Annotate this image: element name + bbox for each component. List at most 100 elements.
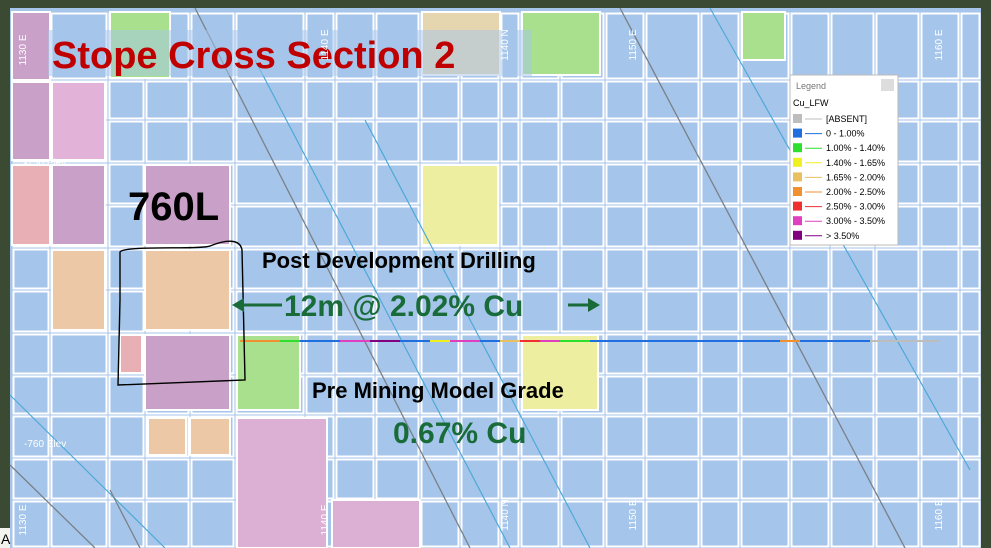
easting-label: 1150 E (628, 499, 639, 530)
block (190, 458, 235, 500)
easting-label: 1160 E (934, 499, 945, 530)
block (875, 500, 920, 548)
easting-label: 1140 E (320, 29, 331, 60)
block (335, 248, 375, 290)
block (740, 458, 790, 500)
block (560, 163, 605, 205)
block (700, 205, 740, 248)
block (50, 458, 108, 500)
block (700, 500, 740, 548)
grade-block (741, 11, 786, 61)
block (920, 415, 960, 458)
block (645, 415, 700, 458)
grade-block (236, 334, 301, 411)
block (460, 415, 500, 458)
grade-block (11, 11, 51, 81)
block (920, 205, 960, 248)
block (605, 80, 645, 120)
legend-label: > 3.50% (826, 231, 859, 241)
block (960, 333, 981, 375)
legend-swatch (793, 128, 802, 138)
legend-label: 1.65% - 2.00% (826, 172, 885, 182)
grade-block (11, 164, 51, 246)
block (108, 458, 145, 500)
block (605, 205, 645, 248)
level-label: 760L (128, 185, 219, 229)
block (108, 375, 145, 415)
block (50, 333, 108, 375)
block (790, 500, 830, 548)
block (145, 458, 190, 500)
northing-label: 1140 N (500, 29, 511, 61)
block (520, 80, 560, 120)
block (830, 500, 875, 548)
block (235, 290, 305, 333)
block (335, 415, 375, 458)
block (500, 120, 520, 163)
grade-block (144, 249, 231, 331)
block (50, 500, 108, 548)
block (830, 458, 875, 500)
block (960, 500, 981, 548)
block (645, 500, 700, 548)
block (740, 120, 790, 163)
block (520, 120, 560, 163)
grade-block (421, 164, 499, 246)
block (50, 375, 108, 415)
block (645, 163, 700, 205)
block (920, 248, 960, 290)
block (830, 375, 875, 415)
legend-swatch (793, 172, 802, 182)
block (920, 80, 960, 120)
grade-block (11, 81, 51, 161)
block (108, 500, 145, 548)
stope-outline (117, 240, 246, 386)
legend: Legend Cu_LFW [ABSENT] 0 - 1.00% 1.00% - 1… (789, 74, 899, 246)
block (375, 163, 420, 205)
block (920, 458, 960, 500)
legend-field: Cu_LFW (793, 98, 829, 108)
block-model (11, 11, 981, 548)
block (375, 248, 420, 290)
block (235, 80, 305, 120)
block (645, 205, 700, 248)
grade-block (331, 499, 421, 548)
block (740, 290, 790, 333)
block (875, 415, 920, 458)
block (920, 163, 960, 205)
block (145, 120, 190, 163)
block (520, 500, 560, 548)
block (145, 80, 190, 120)
block (460, 80, 500, 120)
grade-block (51, 249, 106, 331)
block (145, 500, 190, 548)
block (12, 500, 50, 548)
drilling-grade: 12m @ 2.02% Cu (284, 290, 523, 323)
block (420, 120, 460, 163)
block (920, 375, 960, 415)
block (875, 375, 920, 415)
block (420, 80, 460, 120)
block (560, 290, 605, 333)
block (305, 80, 335, 120)
grade-block (144, 164, 231, 246)
easting-label: 1130 E (18, 504, 29, 535)
block (740, 80, 790, 120)
easting-label: 1140 E (320, 504, 331, 535)
block (335, 458, 375, 500)
block (960, 120, 981, 163)
block (335, 375, 375, 415)
block (605, 415, 645, 458)
block (12, 248, 50, 290)
block (700, 120, 740, 163)
block (790, 415, 830, 458)
block (190, 80, 235, 120)
legend-close[interactable] (881, 79, 894, 91)
easting-label: 1130 E (18, 34, 29, 65)
legend-label: 3.00% - 3.50% (826, 216, 885, 226)
block (520, 248, 560, 290)
block (920, 500, 960, 548)
elevation-label: -750 Elev (24, 158, 66, 169)
legend-label: 1.40% - 1.65% (826, 158, 885, 168)
block (645, 375, 700, 415)
